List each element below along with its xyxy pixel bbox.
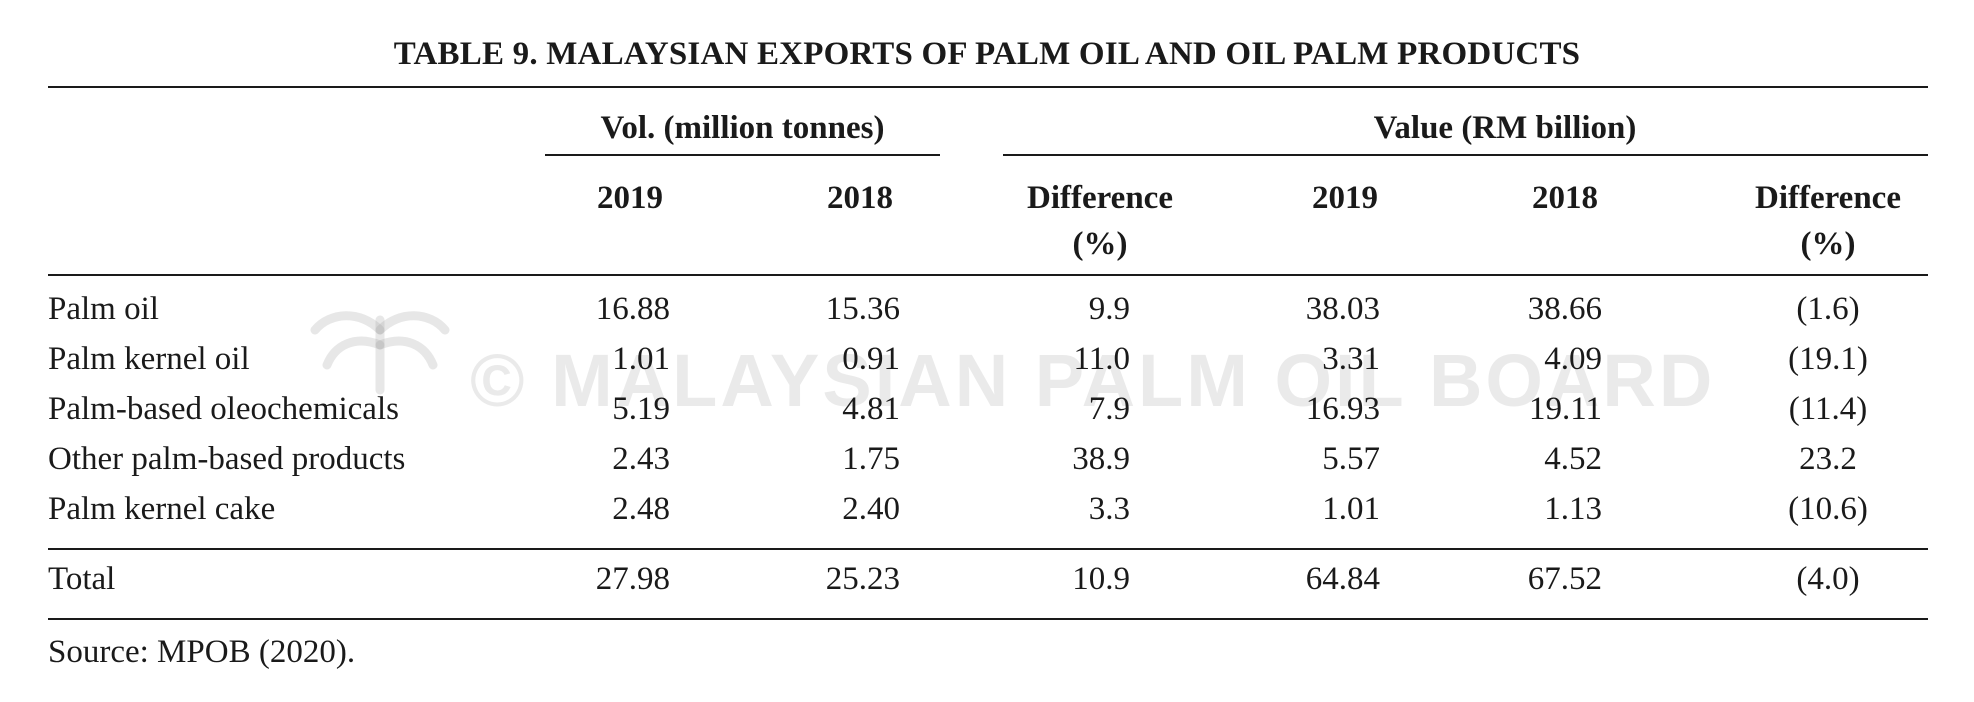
total-top-rule — [48, 548, 1928, 550]
header-bottom-rule — [48, 274, 1928, 276]
row-val-diff: (1.6) — [1796, 291, 1860, 327]
row-val-2019: 38.03 — [1305, 291, 1380, 327]
group-header-value: Value (RM billion) — [1373, 110, 1637, 146]
row-val-2019: 16.93 — [1305, 391, 1380, 427]
row-val-2018: 1.13 — [1544, 491, 1602, 527]
row-val-2018: 4.52 — [1544, 441, 1602, 477]
col-header-vol-diff-unit: (%) — [1072, 226, 1128, 262]
row-vol-2018: 4.81 — [842, 391, 900, 427]
volume-group-rule — [545, 154, 940, 156]
row-vol-diff: 3.3 — [1088, 491, 1130, 527]
row-label: Other palm-based products — [48, 441, 406, 477]
col-header-val-diff: Difference — [1755, 180, 1901, 216]
row-vol-diff: 7.9 — [1088, 391, 1130, 427]
col-header-val-2018: 2018 — [1532, 180, 1598, 216]
row-val-diff: (19.1) — [1788, 341, 1868, 377]
row-val-2019: 1.01 — [1322, 491, 1380, 527]
row-vol-diff: 9.9 — [1088, 291, 1130, 327]
row-val-2018: 4.09 — [1544, 341, 1602, 377]
row-vol-diff: 11.0 — [1073, 341, 1130, 377]
row-label: Palm-based oleochemicals — [48, 391, 399, 427]
row-vol-2019: 1.01 — [612, 341, 670, 377]
table-top-rule — [48, 86, 1928, 88]
col-header-vol-2018: 2018 — [827, 180, 893, 216]
row-val-diff: (10.6) — [1788, 491, 1868, 527]
row-vol-2019: 16.88 — [595, 291, 670, 327]
total-vol-diff: 10.9 — [1072, 561, 1130, 597]
value-group-rule — [1003, 154, 1928, 156]
group-header-volume: Vol. (million tonnes) — [600, 110, 885, 146]
row-vol-2018: 1.75 — [842, 441, 900, 477]
row-val-diff: (11.4) — [1788, 391, 1868, 427]
table-bottom-rule — [48, 618, 1928, 620]
row-label: Palm kernel oil — [48, 341, 250, 377]
col-header-val-2019: 2019 — [1312, 180, 1378, 216]
mpob-logo-watermark-icon — [310, 311, 450, 395]
row-label: Palm kernel cake — [48, 491, 276, 527]
row-vol-2018: 15.36 — [825, 291, 900, 327]
row-val-2019: 5.57 — [1322, 441, 1380, 477]
row-vol-2019: 2.43 — [612, 441, 670, 477]
source-note: Source: MPOB (2020). — [48, 634, 356, 670]
col-header-vol-2019: 2019 — [597, 180, 663, 216]
row-vol-2018: 0.91 — [842, 341, 900, 377]
total-label: Total — [48, 561, 116, 597]
row-val-2019: 3.31 — [1322, 341, 1380, 377]
total-vol-2018: 25.23 — [825, 561, 900, 597]
total-val-2019: 64.84 — [1305, 561, 1380, 597]
row-vol-2019: 2.48 — [612, 491, 670, 527]
col-header-vol-diff: Difference — [1027, 180, 1173, 216]
total-vol-2019: 27.98 — [595, 561, 670, 597]
total-val-diff: (4.0) — [1796, 561, 1860, 597]
row-vol-2019: 5.19 — [612, 391, 670, 427]
table-title: TABLE 9. MALAYSIAN EXPORTS OF PALM OIL A… — [393, 36, 1581, 72]
row-val-diff: 23.2 — [1799, 441, 1857, 477]
total-val-2018: 67.52 — [1527, 561, 1602, 597]
row-vol-diff: 38.9 — [1072, 441, 1130, 477]
row-label: Palm oil — [48, 291, 159, 327]
row-val-2018: 19.11 — [1528, 391, 1602, 427]
col-header-val-diff-unit: (%) — [1800, 226, 1856, 262]
row-val-2018: 38.66 — [1527, 291, 1602, 327]
row-vol-2018: 2.40 — [842, 491, 900, 527]
